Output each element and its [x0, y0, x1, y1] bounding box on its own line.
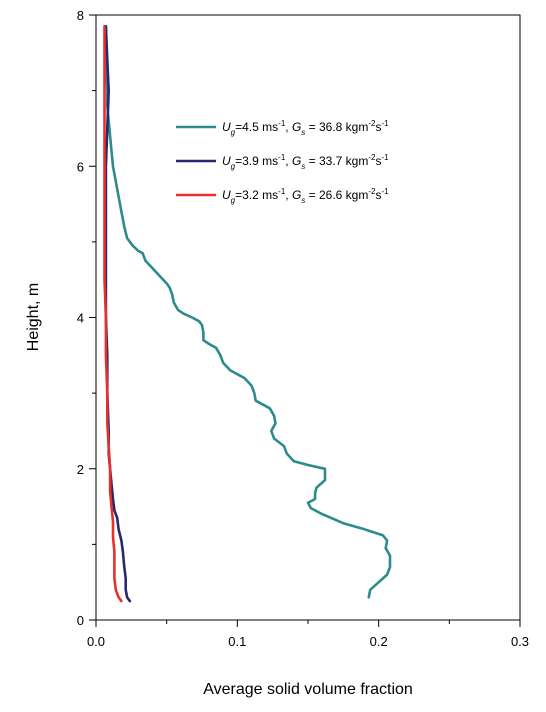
y-tick-label: 2: [77, 462, 84, 477]
series-line-1: [104, 25, 392, 599]
series-line-2: [104, 25, 132, 603]
series-lines: [103, 25, 392, 603]
x-axis-title: Average solid volume fraction: [203, 681, 413, 698]
y-tick-label: 8: [77, 8, 84, 23]
x-tick-label: 0.2: [370, 634, 388, 649]
plot-frame: [95, 14, 521, 621]
legend-label: Ug=3.9 ms-1, Gs = 33.7 kgm-2s-1: [222, 153, 389, 171]
legend: Ug=4.5 ms-1, Gs = 36.8 kgm-2s-1 Ug=3.9 ms…: [176, 119, 389, 205]
y-tick-label: 6: [77, 159, 84, 174]
axis-ticks: [89, 14, 521, 627]
y-tick-label: 0: [77, 613, 84, 628]
legend-entry-2: Ug=3.9 ms-1, Gs = 33.7 kgm-2s-1: [176, 153, 389, 171]
legend-label: Ug=3.2 ms-1, Gs = 26.6 kgm-2s-1: [222, 187, 389, 205]
x-tick-label: 0.1: [228, 634, 246, 649]
y-axis-title: Height, m: [25, 283, 42, 351]
legend-entry-3: Ug=3.2 ms-1, Gs = 26.6 kgm-2s-1: [176, 187, 389, 205]
x-tick-label: 0.0: [87, 634, 105, 649]
plot-frame-group: [95, 14, 521, 621]
legend-label: Ug=4.5 ms-1, Gs = 36.8 kgm-2s-1: [222, 119, 389, 137]
axis-tick-labels: 0.0 0.1 0.2 0.3 0 2 4 6 8: [77, 8, 529, 649]
x-tick-label: 0.3: [511, 634, 529, 649]
legend-entry-1: Ug=4.5 ms-1, Gs = 36.8 kgm-2s-1: [176, 119, 389, 137]
series-line-3: [103, 25, 123, 603]
y-tick-label: 4: [77, 311, 84, 326]
